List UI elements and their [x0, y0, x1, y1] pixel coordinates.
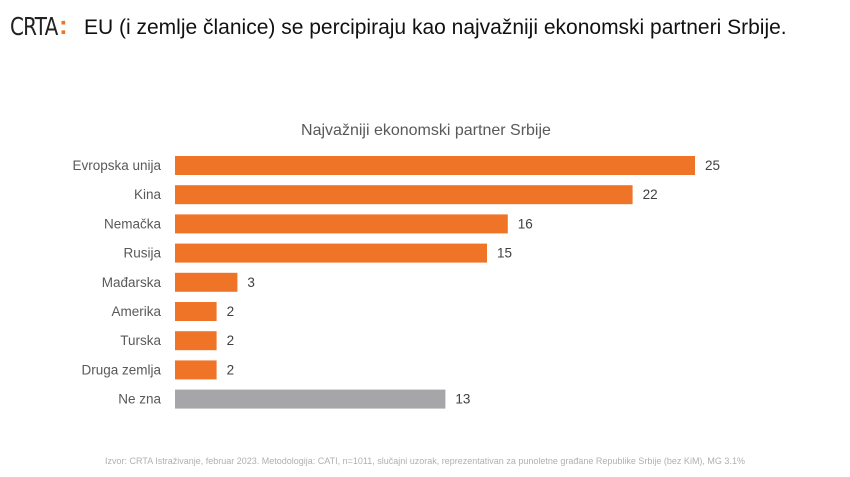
bar [175, 185, 633, 205]
bar [175, 243, 487, 263]
category-label: Mađarska [102, 275, 162, 290]
source-note: Izvor: CRTA Istraživanje, februar 2023. … [105, 456, 745, 466]
bar [175, 214, 508, 234]
data-label: 3 [247, 275, 255, 290]
data-label: 25 [705, 158, 720, 173]
data-label: 16 [518, 216, 533, 231]
bar-chart: Najvažniji ekonomski partner Srbije Evro… [72, 122, 720, 409]
bar [175, 331, 217, 351]
category-label: Turska [120, 333, 161, 348]
bar [175, 302, 217, 321]
chart-title: Najvažniji ekonomski partner Srbije [301, 122, 551, 139]
category-label: Druga zemlja [81, 362, 161, 377]
bar [175, 156, 695, 175]
category-label: Ne zna [118, 392, 161, 407]
category-label: Amerika [111, 304, 161, 319]
data-label: 2 [227, 304, 235, 319]
data-label: 13 [455, 392, 470, 407]
data-label: 2 [227, 333, 235, 348]
bar [175, 360, 217, 380]
data-label: 15 [497, 246, 512, 261]
category-label: Evropska unija [72, 158, 161, 173]
category-label: Nemačka [104, 216, 162, 231]
logo-colon: : [59, 10, 68, 40]
data-label: 2 [227, 362, 235, 377]
bar [175, 272, 238, 292]
category-label: Rusija [123, 246, 161, 261]
crta-logo: CRTA [10, 12, 58, 41]
category-label: Kina [134, 187, 162, 202]
data-label: 22 [643, 187, 658, 202]
bar [175, 389, 446, 409]
page-title: EU (i zemlje članice) se percipiraju kao… [84, 16, 787, 39]
